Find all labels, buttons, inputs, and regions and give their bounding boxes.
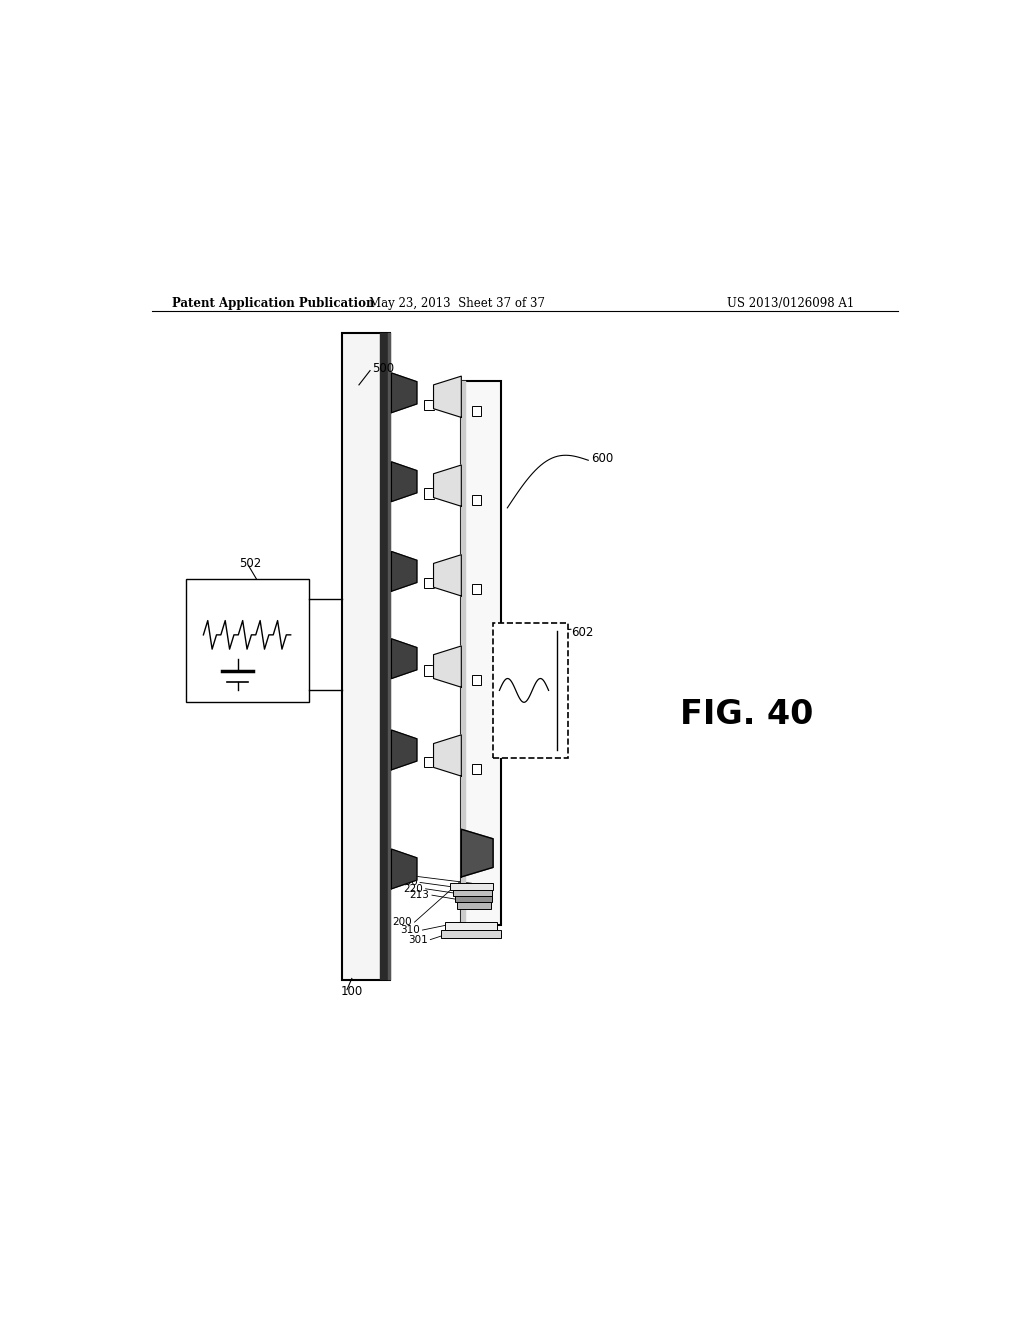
Polygon shape [433,465,461,507]
Polygon shape [433,554,461,595]
Bar [451,883,494,890]
Text: 600: 600 [591,453,613,465]
Text: US 2013/0126098 A1: US 2013/0126098 A1 [727,297,854,310]
Text: 260: 260 [392,871,412,882]
Bar [461,381,466,924]
Text: 213: 213 [410,890,430,900]
Text: May 23, 2013  Sheet 37 of 37: May 23, 2013 Sheet 37 of 37 [370,297,546,310]
Text: 250: 250 [398,878,418,887]
Bar [461,381,501,924]
Bar [472,583,481,594]
Bar [387,333,391,979]
Polygon shape [391,849,417,888]
Polygon shape [391,639,417,678]
Text: 500: 500 [373,363,394,375]
Polygon shape [433,376,461,417]
Text: Patent Application Publication: Patent Application Publication [172,297,374,310]
Polygon shape [391,462,417,502]
Bar [458,903,490,908]
Bar [455,896,493,903]
Polygon shape [391,552,417,591]
Bar [472,407,481,416]
Text: 200: 200 [392,917,412,927]
Bar [472,764,481,774]
Bar [453,890,493,896]
Bar [186,579,309,702]
Bar [342,333,390,979]
Polygon shape [391,730,417,770]
Text: 220: 220 [403,884,423,894]
Text: 502: 502 [240,557,261,570]
Text: 301: 301 [409,935,428,945]
Text: FIG. 40: FIG. 40 [680,698,814,731]
Polygon shape [391,374,417,413]
Bar [445,923,497,931]
Polygon shape [433,735,461,776]
Polygon shape [433,645,461,688]
Bar [424,665,434,676]
Text: 602: 602 [571,626,594,639]
Text: 100: 100 [341,986,362,998]
Bar [424,578,434,589]
Bar [472,495,481,504]
Bar [424,488,434,499]
Polygon shape [461,829,494,876]
Bar [380,333,387,979]
Bar [424,400,434,411]
Bar [472,676,481,685]
Text: 310: 310 [400,925,420,935]
Bar [494,623,568,758]
Bar [424,756,434,767]
Bar [441,931,501,939]
